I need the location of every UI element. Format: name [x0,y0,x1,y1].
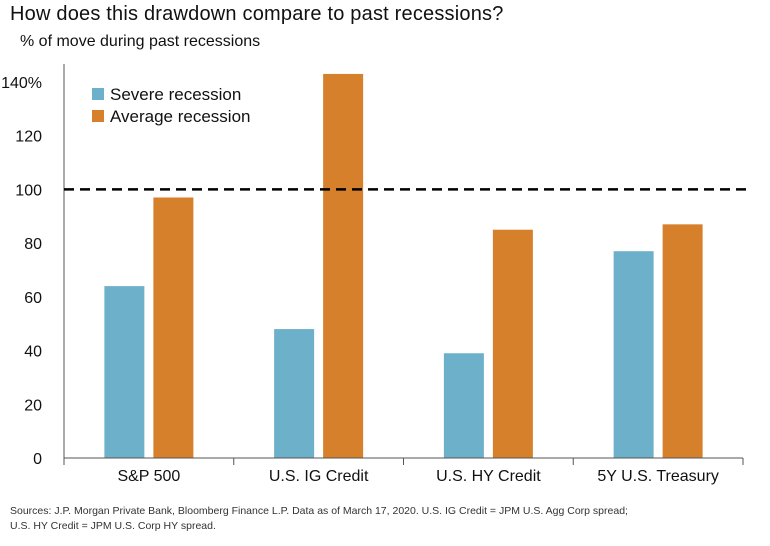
bars [104,73,703,458]
x-tick-label: U.S. IG Credit [269,468,369,485]
bar-average-2 [492,229,533,458]
chart-title: How does this drawdown compare to past r… [10,3,504,25]
y-tick-label: 60 [24,290,42,307]
bar-average-0 [153,197,194,458]
y-tick-label: 0 [33,451,42,468]
y-tick-label: 40 [24,344,42,361]
source-line-1: Sources: J.P. Morgan Private Bank, Bloom… [10,505,628,517]
x-tick-label: S&P 500 [117,468,180,485]
source-note: Sources: J.P. Morgan Private Bank, Bloom… [10,504,760,534]
source-line-2: U.S. HY Credit = JPM U.S. Corp HY spread… [10,520,216,532]
chart-subtitle: % of move during past recessions [20,33,261,50]
x-tick-label: 5Y U.S. Treasury [597,468,719,485]
y-tick-label: 140% [1,75,42,92]
y-tick-label: 100 [15,182,42,199]
legend-label-severe: Severe recession [110,85,241,104]
bar-severe-0 [104,286,145,458]
y-tick-label: 120 [15,129,42,146]
bar-average-1 [323,73,364,458]
x-tick-label: U.S. HY Credit [436,468,541,485]
bar-severe-1 [274,329,315,458]
legend-swatch-severe [92,88,104,100]
legend-swatch-average [92,110,104,122]
y-tick-label: 20 [24,397,42,414]
x-axis: S&P 500 U.S. IG Credit U.S. HY Credit 5Y U.… [63,457,744,485]
legend-label-average: Average recession [110,107,251,126]
y-axis: 0 20 40 60 80 100 120 140% [1,64,65,468]
bar-severe-2 [443,353,484,458]
bar-average-3 [662,224,703,458]
bar-chart: 0 20 40 60 80 100 120 140% S&P 500 U.S. IG Credi… [1,64,752,485]
legend: Severe recession Average recession [92,85,251,126]
y-tick-label: 80 [24,236,42,253]
bar-severe-3 [613,251,654,458]
